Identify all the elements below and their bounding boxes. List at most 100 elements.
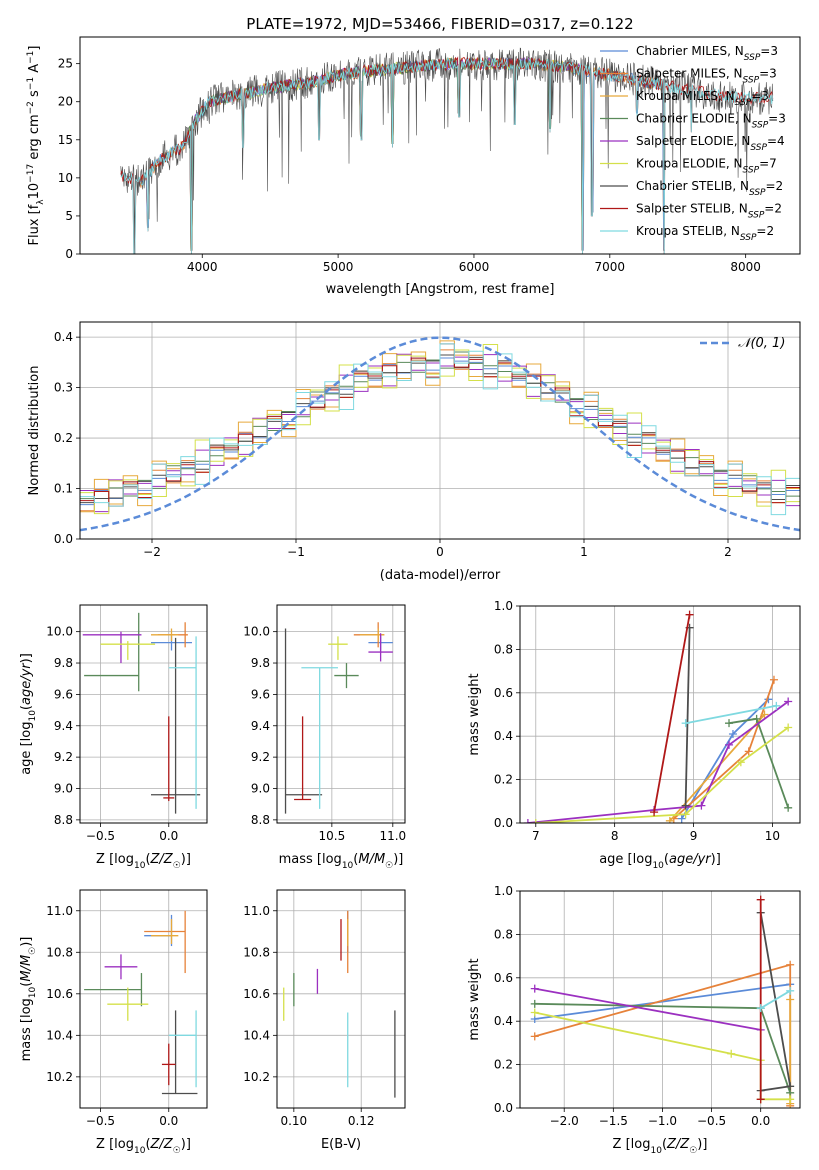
label-part: )] [19,653,34,663]
label-part: A [27,64,42,77]
label-part: =3 [768,112,786,126]
spectrum-series-kroupa-stelib [120,56,774,254]
weight-marker [786,1095,795,1104]
axes-frame [79,36,801,255]
y-tick-label: 11.0 [46,904,73,918]
y-tick-label: 10.2 [46,1070,73,1084]
label-part: ( [145,852,150,867]
weight-marker [736,758,745,767]
x-axis-label: Z [log10(Z/Z☉)] [96,1137,191,1156]
x-tick-label: 0.12 [348,1114,375,1128]
y-tick-label: 0.4 [494,729,513,743]
panel-mass-vs-Z: −0.5 0.010.210.410.610.811.0Z [log10(Z/Z☉… [19,889,208,1156]
weight-marker [786,1082,795,1091]
label-part: −17 [26,164,36,183]
panel-weight-vs-Z: −2.0 −1.5 −1.0 −0.5 0.0 0.0 0.2 0.4 0.6 0.8 1.0 Z [… [467,884,801,1156]
y-tick-label: 0.8 [494,927,513,941]
label-part: Z [log [96,852,134,867]
x-axis-label: mass [log10(M/M☉)] [279,852,404,871]
label-part: age/yr [19,662,34,705]
panel-mass-vs-EBV: 0.10 0.12 10.2 10.4 10.6 10.8 11.0 E(B-V) [243,889,406,1152]
label-part: SSP [740,233,757,243]
axes-frame [79,889,208,1109]
label-part: Kroupa MILES, N [636,89,735,103]
weight-marker [772,701,781,710]
x-tick-label: 10.5 [318,829,345,843]
label-part: ( [19,705,34,710]
label-part: 10 [342,861,354,871]
x-tick-label: −0.5 [86,1114,115,1128]
label-part: SSP [749,188,766,198]
label-part: 10 [134,861,146,871]
y-tick-label: 20 [58,95,73,109]
label-part: −2 [26,101,36,114]
y-tick-label: 10.2 [243,1070,270,1084]
label-part: Chabrier STELIB, N [636,179,749,193]
x-axis-label: E(B-V) [321,1137,361,1152]
weight-marker [756,895,765,904]
label-part: Salpeter MILES, N [636,67,743,81]
y-tick-label: 8.8 [251,813,270,827]
weight-marker [530,1008,539,1017]
y-tick-label: 0.4 [494,1014,513,1028]
panel-spectrum: 4000 5000 6000 7000 8000 0 5 10 15 20 25 Chabrier M… [26,36,801,297]
axes-frame [79,321,801,540]
axes-frame [519,605,801,824]
weight-marker [784,803,793,812]
errorbars [283,910,396,1098]
x-tick-label: −0.5 [697,1114,726,1128]
axes-frame [276,604,406,824]
x-tick-label: 7 [532,829,540,843]
y-axis-label: Normed distribution [27,366,42,496]
y-axis-label: Flux [fλ10−17 erg cm−2 s−1 A−1] [26,46,46,246]
label-part: age [log [19,722,34,775]
x-tick-label: 2 [724,545,732,559]
weight-series-kroupa-stelib [760,990,791,1009]
y-tick-label: 0.0 [494,816,513,830]
histogram-lines [80,336,800,532]
y-tick-label: 8.8 [54,813,73,827]
y-tick-label: 10.0 [243,625,270,639]
label-part: λ [36,199,46,205]
label-part: Z/Z [150,1137,174,1152]
label-part: 10 [28,710,38,722]
y-tick-label: 25 [58,57,73,71]
y-tick-label: 9.8 [251,656,270,670]
label-part: age/yr [669,852,712,867]
y-tick-label: 0.4 [54,330,73,344]
label-part: SSP [744,53,761,63]
label-part: =2 [766,179,784,193]
label-part: =3 [760,44,778,58]
label-part: −1 [26,77,36,90]
label-part: SSP [743,76,760,86]
y-tick-label: 0.2 [54,431,73,445]
y-tick-label: 9.6 [251,687,270,701]
weight-marker [530,1032,539,1041]
legend-label: 𝒩(0, 1) [738,336,785,351]
x-axis-label: (data-model)/error [380,568,501,583]
y-tick-label: 9.0 [251,781,270,795]
errorbars [82,612,201,814]
label-part: )] [697,1137,707,1152]
weight-series-chabrier-stelib [759,912,792,1092]
legend-label: Salpeter STELIB, NSSP=2 [636,202,782,221]
label-part: =3 [751,89,769,103]
y-tick-label: 10.4 [243,1028,270,1042]
weight-marker [681,801,690,810]
weight-marker [756,1004,765,1013]
label-part: =2 [764,202,782,216]
y-tick-label: 11.0 [243,904,270,918]
label-part: Chabrier ELODIE, N [636,112,752,126]
y-tick-label: 15 [58,133,73,147]
weight-marker [786,995,795,1004]
weight-marker [685,610,694,619]
weight-marker [728,730,737,739]
y-tick-label: 10.6 [46,987,73,1001]
weight-marker [752,714,761,723]
y-tick-label: 10.4 [46,1028,73,1042]
x-tick-label: 0.0 [159,829,178,843]
label-part: Z [log [96,1137,134,1152]
label-part: ] [27,46,42,51]
label-part: age [log [599,852,652,867]
label-part: mass [log [279,852,342,867]
